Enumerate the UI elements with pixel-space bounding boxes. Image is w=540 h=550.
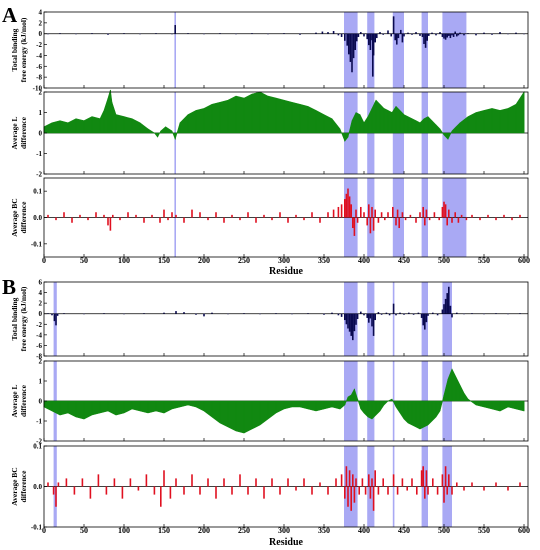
x-tick-label: 450 bbox=[398, 526, 410, 535]
subplot-4: 6 4 2 0 -2 -4 -6 -8 Total bindingfree energy (kJ… bbox=[10, 279, 529, 361]
x-tick-label: 50 bbox=[80, 256, 88, 265]
x-tick-label: 300 bbox=[278, 256, 290, 265]
y-tick-label: -1 bbox=[36, 418, 42, 426]
x-tick-label: 100 bbox=[118, 256, 130, 265]
y-tick-label: 2 bbox=[39, 358, 43, 366]
panel-b: B bbox=[2, 275, 16, 299]
y-tick-label: 0.1 bbox=[33, 188, 42, 196]
y-tick-label: 0.0 bbox=[33, 214, 42, 222]
x-tick-label: 350 bbox=[318, 256, 330, 265]
plot-frame bbox=[43, 11, 529, 89]
x-tick-label: 200 bbox=[198, 526, 210, 535]
panel-a: A bbox=[2, 3, 18, 27]
y-tick-label: -0.1 bbox=[31, 524, 43, 532]
y-tick-label: 6 bbox=[39, 279, 43, 287]
panel-a-letter: A bbox=[2, 3, 18, 27]
x-tick-label: 0 bbox=[42, 256, 46, 265]
subplot-2: 2 1 0 -1 -2 Average Ldifference bbox=[10, 89, 529, 179]
y-axis-label: Total bindingfree energy (kJ/mol) bbox=[10, 286, 28, 351]
x-tick-label: 200 bbox=[198, 256, 210, 265]
x-tick-label: 500 bbox=[438, 256, 450, 265]
y-tick-label: -8 bbox=[36, 353, 42, 361]
x-tick-label: 350 bbox=[318, 526, 330, 535]
x-tick-label: 0 bbox=[42, 526, 46, 535]
y-tick-label: 0 bbox=[39, 398, 43, 406]
subplot-1: 4 2 0 -2 -4 -6 -8 -10 Total bindingfree energy (… bbox=[10, 9, 529, 93]
x-axis-label: Residue bbox=[269, 266, 303, 277]
y-tick-label: -2 bbox=[36, 321, 42, 329]
y-axis-label: Total bindingfree energy (kJ/mol) bbox=[10, 17, 28, 82]
x-tick-label: 100 bbox=[118, 526, 130, 535]
y-tick-label: -10 bbox=[33, 85, 43, 93]
x-tick-label: 150 bbox=[158, 526, 170, 535]
highlight-band bbox=[174, 12, 176, 88]
subplot-6: 0.1 0.0 -0.1 Average BCdifference bbox=[10, 443, 529, 532]
y-tick-label: 4 bbox=[39, 289, 43, 297]
x-tick-label: 400 bbox=[358, 526, 370, 535]
plot-frame bbox=[43, 281, 529, 357]
y-tick-label: -8 bbox=[36, 74, 42, 82]
x-tick-label: 600 bbox=[518, 256, 530, 265]
y-tick-label: -6 bbox=[36, 342, 42, 350]
x-tick-label: 500 bbox=[438, 526, 450, 535]
y-tick-label: 2 bbox=[39, 19, 43, 27]
y-axis-label: Average BCdifference bbox=[10, 198, 28, 236]
x-tick-label: 300 bbox=[278, 526, 290, 535]
y-tick-label: 0.0 bbox=[33, 483, 42, 491]
y-tick-label: 1 bbox=[39, 378, 43, 386]
x-tick-label: 250 bbox=[238, 256, 250, 265]
y-tick-label: -1 bbox=[36, 150, 42, 158]
y-axis-label: Average Ldifference bbox=[10, 116, 28, 149]
highlight-band bbox=[421, 12, 428, 88]
y-tick-label: -4 bbox=[36, 331, 42, 339]
x-tick-label: 50 bbox=[80, 526, 88, 535]
y-tick-label: -2 bbox=[36, 171, 42, 179]
y-tick-label: 0 bbox=[39, 30, 43, 38]
y-tick-label: -2 bbox=[36, 438, 42, 446]
y-tick-label: 0 bbox=[39, 130, 43, 138]
x-tick-label: 450 bbox=[398, 256, 410, 265]
y-tick-label: 1 bbox=[39, 109, 43, 117]
y-tick-label: -2 bbox=[36, 41, 42, 49]
highlight-band bbox=[392, 12, 404, 88]
highlight-band bbox=[442, 12, 467, 88]
x-tick-label: 550 bbox=[478, 256, 490, 265]
panel-b-letter: B bbox=[2, 275, 16, 299]
highlight-band bbox=[367, 282, 375, 356]
x-tick-label: 550 bbox=[478, 526, 490, 535]
y-tick-label: 4 bbox=[39, 9, 43, 17]
x-tick-label: 150 bbox=[158, 256, 170, 265]
y-tick-label: 0.1 bbox=[33, 443, 42, 451]
y-tick-label: 2 bbox=[39, 89, 43, 97]
highlight-band bbox=[442, 282, 452, 356]
x-tick-label: 400 bbox=[358, 256, 370, 265]
subplot-5: 2 1 0 -1 -2 Average Ldifference bbox=[10, 358, 529, 446]
y-tick-label: -4 bbox=[36, 52, 42, 60]
y-tick-label: 0 bbox=[39, 310, 43, 318]
y-axis-label: Average Ldifference bbox=[10, 384, 28, 417]
x-axis-label: Residue bbox=[269, 537, 303, 548]
x-tick-label: 250 bbox=[238, 526, 250, 535]
x-tick-label: 600 bbox=[518, 526, 530, 535]
y-tick-label: -6 bbox=[36, 63, 42, 71]
y-tick-label: -0.1 bbox=[31, 240, 43, 248]
y-axis-label: Average BCdifference bbox=[10, 467, 28, 505]
y-tick-label: 2 bbox=[39, 300, 43, 308]
highlight-band bbox=[392, 282, 395, 356]
